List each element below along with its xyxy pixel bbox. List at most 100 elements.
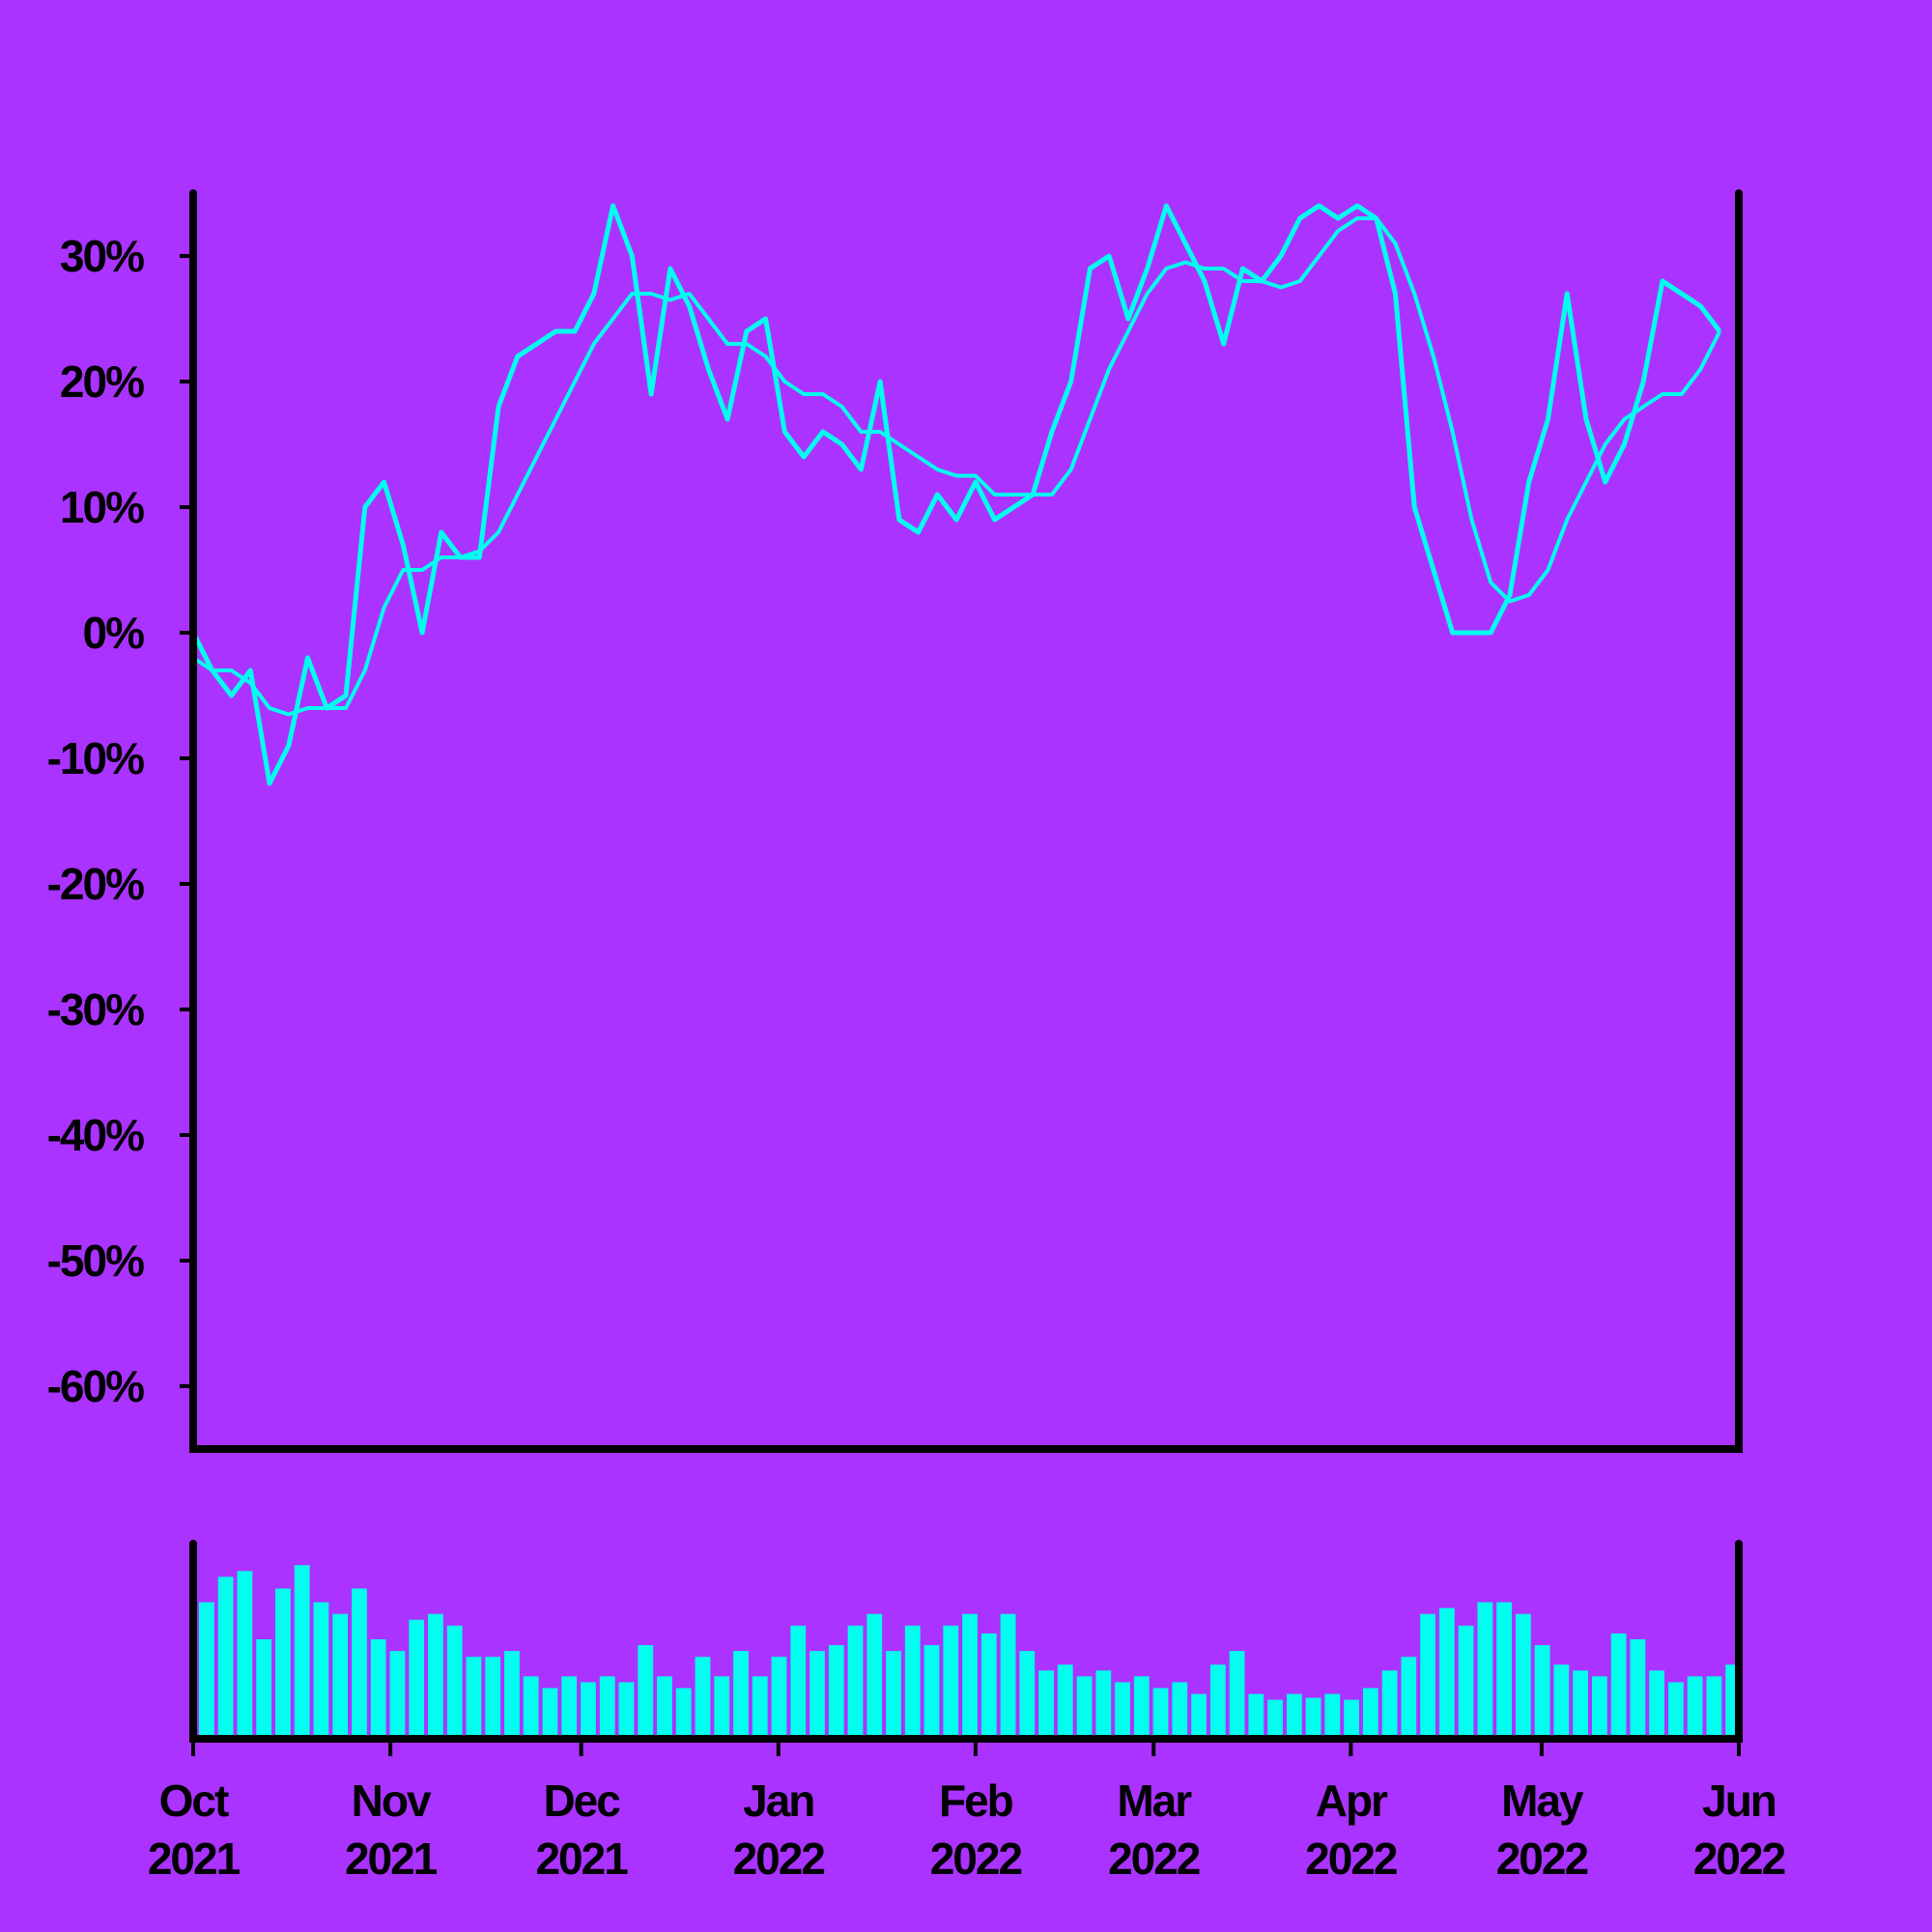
volume-bar	[714, 1676, 730, 1739]
volume-bar	[1229, 1651, 1245, 1739]
volume-bar	[1115, 1682, 1130, 1739]
volume-bar	[1420, 1613, 1435, 1739]
volume-bar	[847, 1625, 864, 1739]
volume-bar	[1477, 1602, 1493, 1739]
volume-bar	[1401, 1657, 1417, 1739]
volume-bar	[199, 1602, 214, 1739]
volume-bar	[657, 1676, 672, 1739]
y-tick-label: -40%	[47, 1110, 144, 1160]
y-tick-label: 0%	[83, 608, 145, 658]
volume-bar	[542, 1688, 558, 1739]
volume-bar	[217, 1577, 234, 1739]
volume-bar	[886, 1651, 901, 1739]
y-tick-label: 10%	[60, 482, 144, 532]
volume-bar	[790, 1625, 807, 1739]
volume-bar	[1344, 1699, 1359, 1739]
volume-bar	[1438, 1607, 1455, 1739]
volume-bar	[828, 1645, 844, 1739]
y-tick-label: -30%	[47, 984, 144, 1035]
x-tick-label: Mar 2022	[1108, 1776, 1200, 1884]
volume-bar	[1324, 1693, 1341, 1739]
volume-bar	[332, 1613, 349, 1739]
volume-bar	[581, 1682, 596, 1739]
volume-bar	[1458, 1625, 1474, 1739]
volume-bar	[1057, 1664, 1073, 1739]
volume-bar	[1515, 1613, 1531, 1739]
volume-bar	[389, 1651, 406, 1739]
volume-bar	[638, 1645, 654, 1739]
volume-bar	[1381, 1670, 1398, 1739]
volume-bar	[1534, 1645, 1550, 1739]
volume-bar	[1630, 1638, 1646, 1739]
volume-bar	[409, 1619, 425, 1739]
volume-bar	[1667, 1682, 1684, 1739]
volume-bar	[466, 1657, 482, 1739]
x-tick-label: Nov 2021	[345, 1776, 438, 1884]
volume-bar	[1133, 1676, 1150, 1739]
volume-bar	[1000, 1613, 1016, 1739]
volume-bar	[1076, 1676, 1093, 1739]
volume-bar	[428, 1613, 443, 1739]
volume-bar	[275, 1588, 291, 1739]
axis-frame	[189, 189, 1743, 1453]
volume-bar	[771, 1657, 787, 1739]
volume-bar	[1267, 1699, 1283, 1739]
volume-bar	[1649, 1670, 1665, 1739]
volume-bar	[1286, 1693, 1302, 1739]
volume-bar	[352, 1588, 367, 1739]
volume-bar	[1248, 1693, 1264, 1739]
volume-bar	[675, 1688, 692, 1739]
x-tick-label: Apr 2022	[1305, 1776, 1397, 1884]
volume-bar	[980, 1633, 997, 1739]
volume-bar	[1191, 1693, 1207, 1739]
volume-bar	[1496, 1602, 1513, 1739]
volume-bar	[446, 1625, 463, 1739]
volume-bar	[599, 1676, 615, 1739]
volume-bar	[294, 1565, 310, 1739]
x-tick-label: Feb 2022	[930, 1776, 1022, 1884]
volume-bar	[1209, 1664, 1226, 1739]
volume-bar	[810, 1651, 825, 1739]
price-line	[191, 216, 1722, 717]
volume-bar	[1687, 1676, 1703, 1739]
volume-bar	[1038, 1670, 1054, 1739]
volume-bar	[256, 1638, 272, 1739]
y-tick-label: -20%	[47, 859, 144, 909]
volume-bar	[695, 1657, 711, 1739]
volume-bar	[1706, 1676, 1722, 1739]
axis-frame	[189, 1540, 1743, 1743]
volume-bar	[313, 1602, 329, 1739]
y-tick-label: 30%	[60, 231, 144, 281]
volume-bar	[733, 1651, 749, 1739]
volume-bar	[485, 1657, 501, 1739]
volume-bar	[1019, 1651, 1036, 1739]
y-tick-label: -60%	[47, 1361, 144, 1411]
volume-bar	[370, 1638, 386, 1739]
y-tick-label: -10%	[47, 733, 144, 783]
volume-bar	[1152, 1688, 1169, 1739]
volume-bar	[1362, 1688, 1378, 1739]
x-tick-label: Oct 2021	[148, 1776, 241, 1884]
volume-bar	[1553, 1664, 1570, 1739]
volume-bar	[962, 1613, 978, 1739]
y-tick-label: -50%	[47, 1236, 144, 1286]
volume-bar	[504, 1651, 520, 1739]
y-tick-label: 20%	[60, 356, 144, 407]
volume-bar	[943, 1625, 959, 1739]
x-tick-label: Jun 2022	[1693, 1776, 1785, 1884]
volume-bar	[867, 1613, 883, 1739]
volume-bar	[1095, 1670, 1112, 1739]
volume-bar	[237, 1571, 253, 1739]
volume-bar	[752, 1676, 768, 1739]
volume-bar	[904, 1625, 921, 1739]
volume-bar	[1172, 1682, 1188, 1739]
volume-bar	[1305, 1697, 1321, 1739]
volume-bar	[923, 1645, 940, 1739]
volume-bar	[561, 1676, 578, 1739]
volume-bar	[1610, 1633, 1627, 1739]
volume-bar	[618, 1682, 635, 1739]
volume-bar	[1573, 1670, 1589, 1739]
price-line	[190, 203, 1722, 786]
